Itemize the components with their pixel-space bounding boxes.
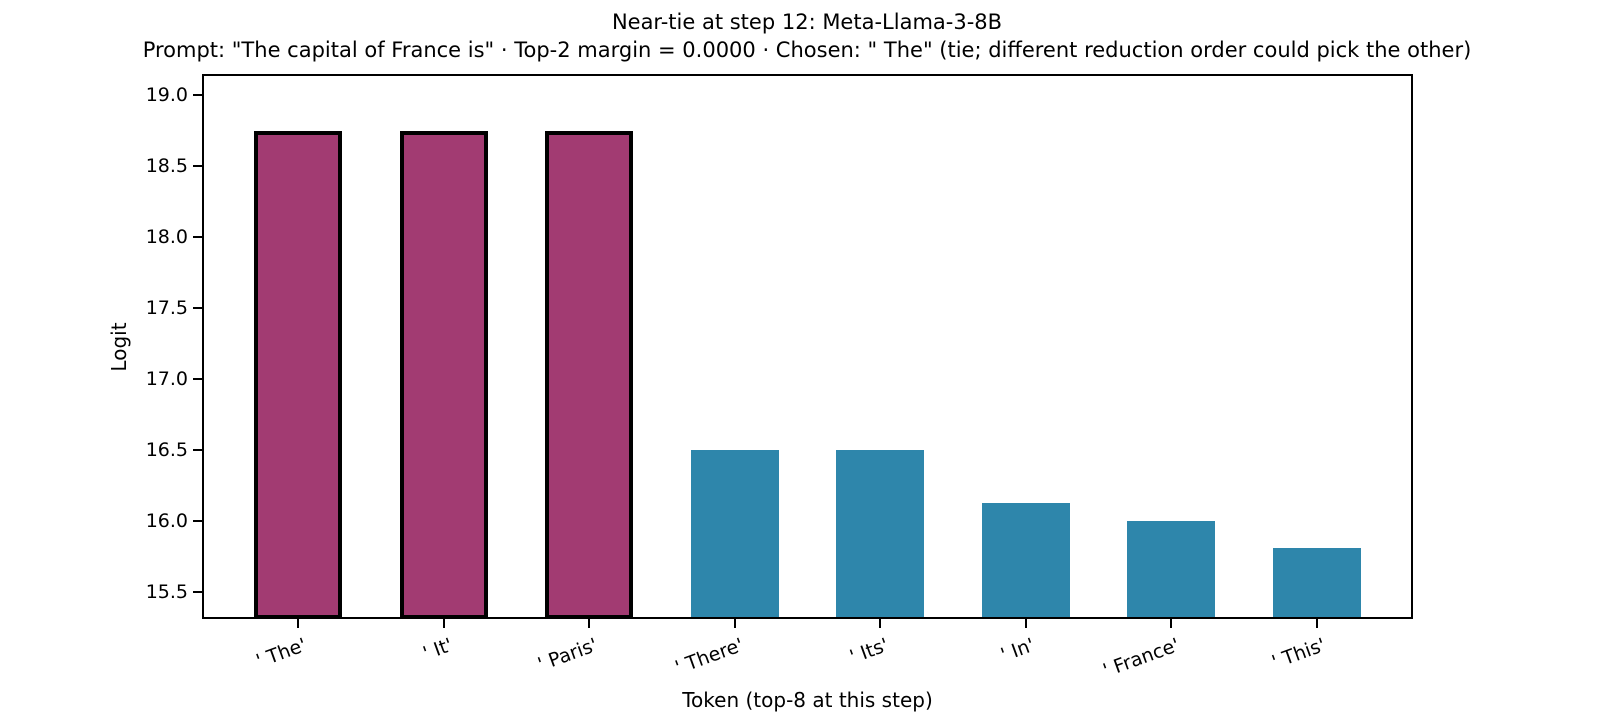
y-tick-mark [193, 307, 202, 310]
bar-5 [836, 450, 925, 619]
x-tick-mark [1170, 619, 1173, 628]
bar-6 [981, 503, 1070, 619]
x-tick-mark [1024, 619, 1027, 628]
y-axis-label: Logit [107, 322, 131, 372]
y-tick-label: 17.5 [145, 297, 188, 320]
x-tick-mark [442, 619, 445, 628]
x-tick-mark [297, 619, 300, 628]
y-tick-mark [193, 520, 202, 523]
y-tick-label: 18.5 [145, 155, 188, 178]
x-tick-mark [879, 619, 882, 628]
y-tick-label: 18.0 [145, 226, 188, 249]
y-tick-label: 16.0 [145, 510, 188, 533]
chart-subtitle: Prompt: "The capital of France is" · Top… [142, 38, 1472, 62]
x-tick-mark [733, 619, 736, 628]
plot-area [202, 74, 1413, 619]
y-tick-mark [193, 94, 202, 97]
y-tick-label: 19.0 [145, 84, 188, 107]
bar-3 [545, 130, 634, 619]
y-tick-mark [193, 378, 202, 381]
x-axis-spine [202, 617, 1413, 619]
y-tick-mark [193, 165, 202, 168]
x-tick-mark [588, 619, 591, 628]
y-tick-mark [193, 449, 202, 452]
x-axis-label: Token (top-8 at this step) [682, 688, 933, 712]
chart-title: Near-tie at step 12: Meta-Llama-3-8B [611, 10, 1003, 34]
bar-2 [399, 130, 488, 619]
y-tick-label: 17.0 [145, 368, 188, 391]
bar-7 [1127, 521, 1216, 619]
bar-8 [1272, 547, 1361, 619]
x-tick-mark [1315, 619, 1318, 628]
y-tick-label: 15.5 [145, 581, 188, 604]
y-tick-mark [193, 236, 202, 239]
y-tick-mark [193, 591, 202, 594]
bar-4 [690, 450, 779, 619]
bar-1 [254, 130, 343, 619]
y-tick-label: 16.5 [145, 439, 188, 462]
